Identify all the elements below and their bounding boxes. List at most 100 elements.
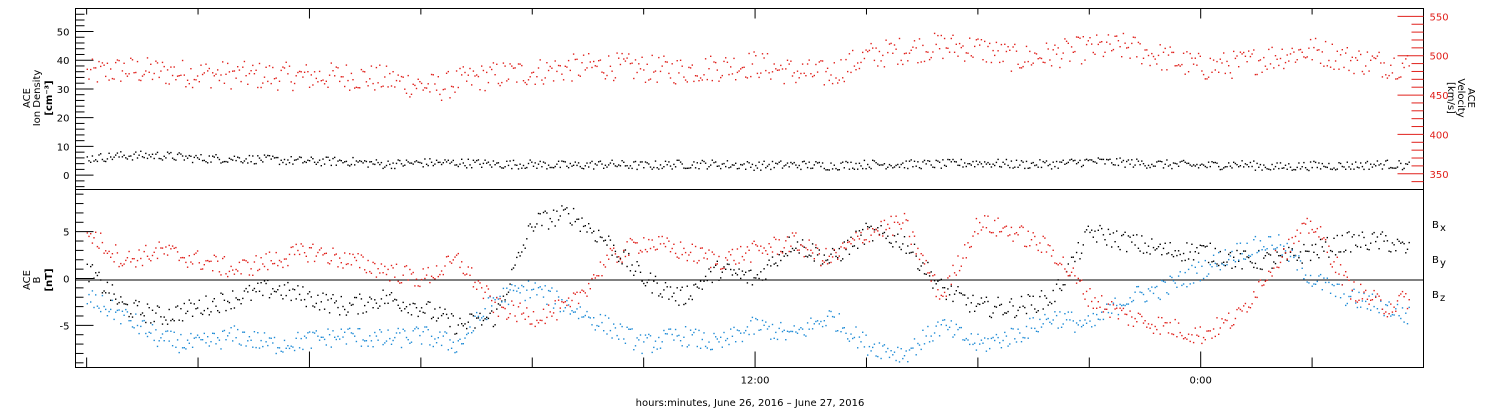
velocity-series-point [195, 79, 197, 81]
bx-series-point [910, 251, 912, 254]
by-series-point [654, 340, 657, 342]
bx-series-point [750, 269, 752, 271]
by-series-point [1401, 307, 1404, 309]
by-series-point [1035, 330, 1038, 332]
bx-series-point [120, 296, 122, 298]
by-series-point [1249, 255, 1252, 257]
bz-series-point [699, 247, 702, 249]
density-series-point [350, 163, 353, 166]
bz-series-point [444, 265, 446, 267]
density-series-point [425, 163, 428, 165]
velocity-series-point [380, 86, 383, 88]
bz-series-point [1024, 245, 1026, 247]
velocity-series-point [918, 38, 921, 40]
velocity-series-point [1216, 60, 1218, 63]
by-series-point [305, 337, 307, 339]
bx-series-point [885, 237, 887, 240]
density-series-point [1304, 167, 1307, 169]
density-series-point [1040, 166, 1043, 169]
bz-series-point [1229, 327, 1232, 329]
by-series-point [658, 336, 660, 339]
density-ylabel-line2: Ion Density [32, 70, 43, 127]
density-series-point [1097, 157, 1099, 159]
bz-series-point [1306, 217, 1308, 220]
bx-series-point [726, 263, 729, 265]
bz-series-point [312, 243, 314, 245]
by-series-point [979, 343, 981, 345]
by-series-point [1246, 242, 1248, 244]
by-series-point [1202, 277, 1205, 280]
velocity-series-point [280, 69, 282, 72]
bx-series-point [947, 288, 949, 290]
density-series-point [1107, 159, 1110, 161]
bx-series-point [95, 272, 97, 274]
density-series-point [768, 163, 770, 166]
velocity-series-point [720, 76, 722, 79]
by-series-point [1196, 272, 1198, 274]
bz-series-point [1184, 337, 1186, 339]
by-series-point [684, 326, 687, 328]
bz-series-point [816, 247, 819, 249]
by-series-point [1279, 244, 1282, 246]
bz-series-point [93, 237, 95, 239]
bx-series-point [1169, 242, 1171, 244]
bz-series-point [1294, 235, 1297, 238]
velocity-series-point [313, 71, 316, 73]
bx-series-point [965, 304, 967, 306]
bz-series-point [238, 261, 241, 264]
density-series-point [810, 167, 812, 170]
density-series-point [821, 162, 824, 164]
density-series-point [1116, 158, 1118, 160]
density-y-tick-label: 10 [57, 142, 70, 153]
by-series-point [661, 341, 663, 343]
velocity-series-point [217, 69, 219, 71]
velocity-series-point [821, 60, 824, 62]
density-series-point [248, 154, 251, 157]
bx-series-point [464, 323, 466, 325]
velocity-series-point [330, 62, 332, 64]
density-series-point [424, 158, 426, 160]
bz-series-point [489, 295, 491, 297]
velocity-series-point [1045, 42, 1048, 44]
bx-series-point [980, 297, 983, 299]
by-series-point [544, 285, 546, 287]
bx-series-point [210, 311, 212, 313]
by-series-point [644, 334, 647, 336]
bz-series-point [1224, 319, 1226, 321]
bz-series-point [313, 260, 316, 263]
bx-series-point [1356, 245, 1359, 248]
velocity-series-point [1356, 59, 1359, 61]
bz-series-point [136, 259, 139, 262]
velocity-series-point [584, 69, 586, 71]
by-series-point [1191, 264, 1193, 267]
bz-series-point [1019, 226, 1021, 229]
bz-series-point [952, 264, 954, 267]
bz-series-point [766, 253, 769, 255]
density-series-point [1356, 166, 1359, 168]
bx-series-point [975, 305, 978, 307]
bx-series-point [1147, 245, 1150, 247]
density-series-point [646, 162, 648, 164]
velocity-series-point [1294, 61, 1297, 63]
velocity-series-point [964, 60, 966, 62]
velocity-series-point [979, 44, 981, 46]
velocity-series-point [549, 65, 551, 68]
bx-series-point [248, 284, 251, 287]
bz-series-point [509, 313, 511, 315]
velocity-series-point [1311, 59, 1313, 61]
bx-series-point [870, 225, 872, 227]
bz-series-point [1159, 333, 1161, 335]
bz-series-point [125, 259, 127, 262]
bz-series-point [1249, 307, 1252, 309]
by-series-point [1356, 306, 1359, 309]
by-series-point [237, 328, 239, 331]
bz-series-point [855, 231, 857, 234]
density-series-point [1259, 163, 1262, 166]
density-series-point [728, 167, 730, 169]
density-series-point [392, 162, 394, 164]
bz-series-point [1157, 316, 1160, 319]
density-series-point [698, 168, 700, 170]
bz-series-point [360, 254, 363, 256]
by-series-point [1345, 304, 1347, 307]
density-series-point [1329, 168, 1332, 170]
